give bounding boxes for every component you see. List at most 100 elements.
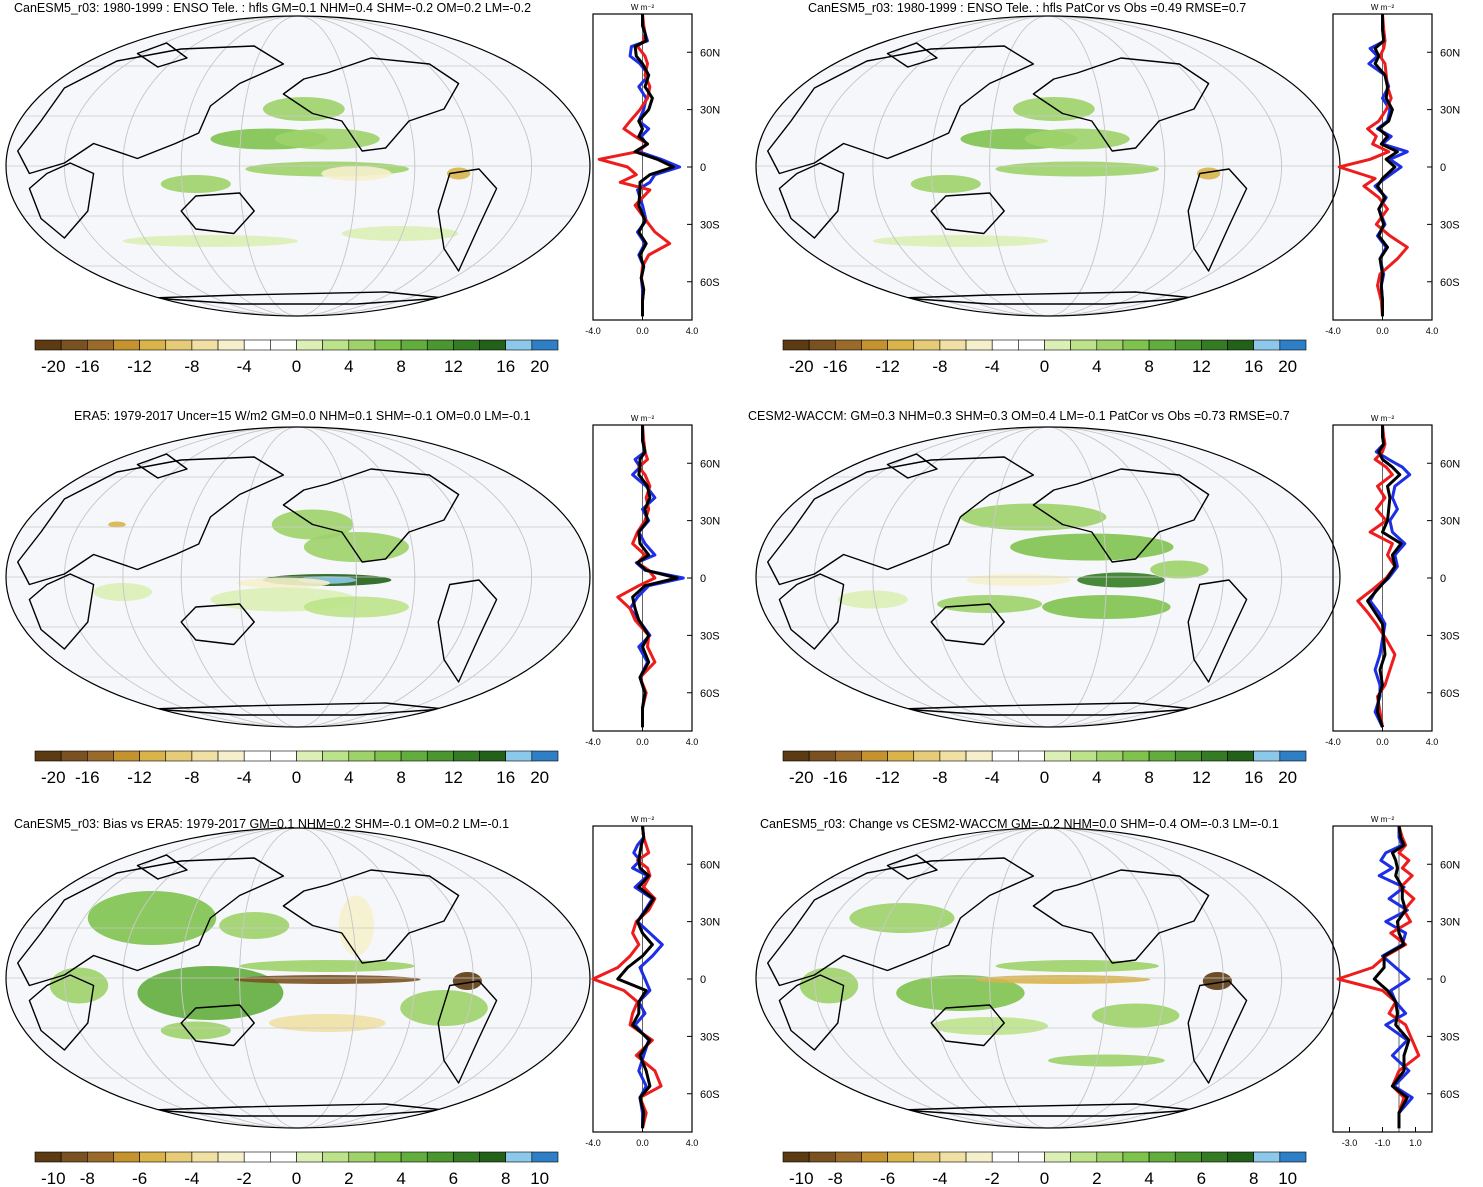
colorbar-label: 4 — [1092, 768, 1101, 787]
colorbar-label: 12 — [444, 768, 463, 787]
coastline — [930, 192, 1005, 235]
colorbar-cell — [426, 750, 454, 762]
field-patch — [975, 975, 1151, 984]
colorbar-label: 20 — [1278, 357, 1297, 376]
lon-gridline — [872, 828, 1224, 1128]
colorbar-label: 20 — [530, 768, 549, 787]
lon-gridline — [930, 16, 1166, 316]
lat-tick-label: 0 — [700, 974, 706, 986]
field-patch — [341, 226, 459, 241]
x-tick-label: 4.0 — [686, 737, 699, 747]
colorbar-label: 4 — [344, 768, 353, 787]
coastline — [1187, 579, 1248, 683]
lat-tick-label: 60S — [1440, 1089, 1460, 1101]
x-tick-label: -3.0 — [1342, 1138, 1358, 1148]
colorbar-cell — [400, 750, 428, 762]
lat-tick-label: 30S — [700, 630, 720, 642]
colorbar-cell — [400, 1151, 428, 1163]
coastline — [778, 573, 845, 650]
coastline — [886, 42, 938, 68]
x-tick-label: -4.0 — [585, 1138, 601, 1148]
colorbar-label: -4 — [237, 768, 252, 787]
colorbar-cell — [1122, 750, 1150, 762]
colorbar-cell — [939, 339, 967, 351]
colorbar-label: 10 — [530, 1169, 549, 1187]
map-field — [756, 16, 1340, 316]
lon-gridline — [122, 16, 474, 316]
colorbar-label: -16 — [75, 357, 100, 376]
series-black — [631, 425, 679, 728]
colorbar-cell — [1044, 1151, 1071, 1163]
zonal-profile: W m⁻² -3.0 -1.0 1.0 60N 30N 0 30S 60S — [1332, 815, 1460, 1148]
colorbar: -20 -16 -12 -8 -4 0 4 8 12 16 20 — [34, 750, 559, 787]
field-patch — [910, 175, 981, 193]
colorbar-cell — [1201, 339, 1228, 351]
colorbar-cell — [87, 750, 114, 762]
lat-tick-label: 30N — [1440, 516, 1460, 528]
coastline — [180, 192, 255, 235]
colorbar-cell — [348, 339, 376, 351]
field-patch — [966, 574, 1072, 586]
colorbar-label: 12 — [444, 357, 463, 376]
colorbar-cell — [87, 1151, 114, 1163]
colorbar-cell — [991, 339, 1019, 351]
panel-title: CESM2-WACCM: GM=0.3 NHM=0.3 SHM=0.3 OM=0… — [748, 409, 1290, 423]
colorbar-cell — [1122, 1151, 1150, 1163]
colorbar-cell — [913, 750, 941, 762]
lat-tick-label: 0 — [700, 162, 706, 174]
lon-gridline — [989, 828, 1107, 1128]
colorbar-label: -4 — [184, 1169, 199, 1187]
colorbar-cell — [1174, 339, 1202, 351]
colorbar-cell — [913, 1151, 941, 1163]
coastline — [767, 456, 1035, 586]
field-patch — [108, 521, 126, 528]
colorbar-label: -12 — [127, 357, 152, 376]
lat-tick-label: 60S — [1440, 688, 1460, 700]
lon-gridline — [239, 427, 357, 727]
colorbar-cell — [479, 339, 506, 351]
colorbar-label: -10 — [789, 1169, 814, 1187]
field-patch — [262, 97, 345, 121]
series-blue — [631, 825, 664, 1129]
lat-tick-label: 60S — [700, 1089, 720, 1101]
colorbar-label: 0 — [1040, 357, 1049, 376]
colorbar-cell — [1044, 339, 1071, 351]
colorbar-cell — [1148, 750, 1176, 762]
map-border — [5, 426, 591, 728]
colorbar-cell — [322, 750, 350, 762]
field-patch — [896, 975, 1025, 1011]
colorbar-cell — [191, 339, 219, 351]
coastline — [1032, 468, 1210, 563]
coastline — [180, 603, 255, 646]
colorbar-cell — [1227, 1151, 1254, 1163]
colorbar-label: 8 — [501, 1169, 510, 1187]
field-patch — [303, 532, 409, 562]
colorbar-cell — [861, 1151, 888, 1163]
colorbar-cell — [270, 339, 297, 351]
coastline — [886, 453, 938, 479]
panel-title: ERA5: 1979-2017 Uncer=15 W/m2 GM=0.0 NHM… — [74, 409, 531, 423]
colorbar-cell — [782, 750, 810, 762]
colorbar-cell — [913, 339, 941, 351]
colorbar-label: -6 — [880, 1169, 895, 1187]
colorbar-label: -8 — [932, 357, 947, 376]
series-black — [1373, 14, 1399, 317]
colorbar-cell — [1201, 1151, 1228, 1163]
map-heatmap: W m⁻² -3.0 -1.0 1.0 60N 30N 0 30S 60S -10 -8 -6 -4 -2… — [755, 815, 1460, 1187]
profile-units: W m⁻² — [1371, 815, 1395, 824]
field-patch — [1048, 1054, 1165, 1067]
panel-1: CanESM5_r03: 1980-1999 : ENSO Tele. : hf… — [748, 0, 1483, 395]
coastline — [282, 468, 460, 563]
field-patch — [93, 583, 152, 601]
colorbar-label: 10 — [1278, 1169, 1297, 1187]
colorbar-label: 16 — [1244, 357, 1263, 376]
colorbar-cell — [113, 339, 140, 351]
series-black — [616, 825, 656, 1129]
colorbar: -10 -8 -6 -4 -2 0 2 4 6 8 10 — [782, 1151, 1307, 1187]
colorbar-label: -4 — [985, 357, 1000, 376]
colorbar-cell — [113, 750, 140, 762]
profile-units: W m⁻² — [1371, 3, 1395, 12]
colorbar-label: 8 — [1249, 1169, 1258, 1187]
colorbar-label: 16 — [1244, 768, 1263, 787]
colorbar-cell — [1253, 750, 1281, 762]
